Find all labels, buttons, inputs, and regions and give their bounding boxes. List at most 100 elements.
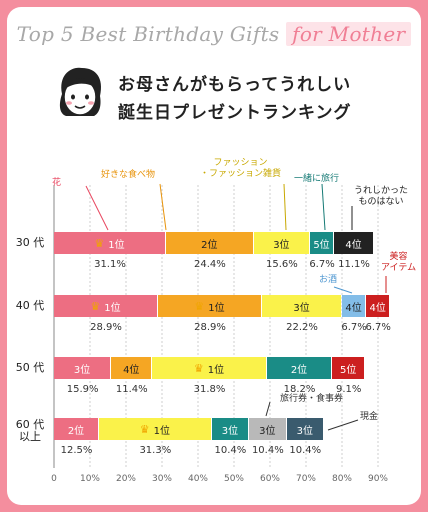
leader-line [265, 401, 271, 417]
percent-label: 31.3% [139, 445, 172, 456]
crown-icon: ♛ [194, 299, 205, 313]
percent-label: 10.4% [214, 445, 247, 456]
leader-line [321, 183, 326, 231]
rank-label: 1位 [153, 425, 170, 437]
bar-segment: ♛ 1位 [54, 295, 158, 317]
title-part2: for Mother [286, 22, 412, 46]
rank-label: 5位 [339, 364, 357, 376]
headline-line2: 誕生日プレゼントランキング [118, 103, 352, 123]
bar-segment: ♛ 1位 [54, 232, 165, 254]
percent-label: 10.4% [251, 445, 284, 456]
rank-label: 4位 [345, 302, 362, 314]
percent-label: 6.7% [365, 322, 391, 333]
leader-line [159, 183, 167, 231]
category-label: 旅行券・食事券 [280, 394, 344, 404]
percent-label: 28.9% [90, 322, 122, 333]
rank-label: 2位 [290, 364, 308, 376]
row-label: 50 代 [15, 361, 45, 374]
category-label: 花 [52, 178, 62, 188]
bar-segment: 3位 [249, 418, 286, 440]
row-label: 30 代 [15, 236, 45, 249]
percent-label: 15.9% [66, 384, 99, 395]
bar-segment: 5位 [332, 357, 365, 379]
bar-segment: 3位 [253, 232, 309, 254]
category-label: 好きな食べ物 [101, 170, 156, 180]
crown-icon: ♛ [90, 299, 101, 313]
rank-label: 1位 [207, 364, 225, 376]
rank-label: 2位 [67, 425, 85, 437]
bar-segment: 3位 [211, 418, 249, 440]
bar-segment: ♛ 1位 [158, 295, 262, 317]
rank-label: 1位 [108, 239, 125, 251]
rank-label: 3位 [273, 239, 290, 251]
rank-label: 4位 [369, 302, 386, 314]
percent-label: 31.1% [94, 259, 126, 270]
leader-line [85, 185, 109, 231]
category-label: 一緒に旅行 [294, 174, 340, 184]
percent-label: 6.7% [309, 259, 335, 270]
rank-label: 3位 [296, 425, 313, 437]
rank-label: 3位 [293, 302, 310, 314]
bar-segment: 4位 [111, 357, 152, 379]
leader-line [327, 419, 359, 431]
percent-label: 9.1% [335, 384, 362, 395]
rank-label: 4位 [123, 364, 140, 376]
percent-label: 31.8% [193, 384, 226, 395]
bar-segment: 3位 [54, 357, 111, 379]
x-tick-label: 70% [295, 474, 316, 484]
x-tick-label: 0 [51, 474, 57, 484]
title-part1: Top 5 Best Birthday Gifts [16, 22, 287, 46]
leader-line [333, 286, 353, 294]
x-tick-label: 20% [115, 474, 136, 484]
bar-segment: 4位 [334, 232, 374, 254]
bar-segment: 2位 [165, 232, 253, 254]
bar-segment: 4位 [342, 295, 366, 317]
bar-segment: 3位 [286, 418, 323, 440]
percent-label: 6.7% [341, 322, 367, 333]
category-label: 美容 アイテム [381, 252, 417, 273]
x-tick-label: 90% [367, 474, 388, 484]
rank-label: 3位 [221, 425, 239, 437]
rank-label: 3位 [73, 364, 91, 376]
percent-label: 12.5% [60, 445, 93, 456]
bar-segment: 2位 [266, 357, 332, 379]
percent-label: 22.2% [286, 322, 318, 333]
page-title: Top 5 Best Birthday Gifts for Mother [0, 22, 428, 50]
percent-label: 11.4% [115, 384, 148, 395]
x-tick-label: 40% [187, 474, 208, 484]
x-tick-label: 10% [79, 474, 100, 484]
bar-segment: ♛ 1位 [99, 418, 211, 440]
rank-label: 3位 [259, 425, 276, 437]
row-label: 60 代以上 [15, 418, 45, 443]
percent-label: 24.4% [193, 259, 226, 270]
category-label: お酒 [319, 275, 338, 285]
rank-label: 1位 [208, 302, 225, 314]
rank-label: 1位 [104, 302, 121, 314]
mother-face-icon [59, 67, 102, 116]
bar-segment: 4位 [366, 295, 390, 317]
percent-label: 15.6% [265, 259, 298, 270]
x-tick-label: 50% [223, 474, 244, 484]
category-label: ファッション ・ファッション雑貨 [200, 158, 282, 179]
crown-icon: ♛ [193, 361, 204, 375]
percent-label: 10.4% [289, 445, 322, 456]
x-tick-label: 30% [151, 474, 172, 484]
rank-label: 5位 [313, 239, 330, 251]
x-tick-label: 60% [259, 474, 280, 484]
bar-segment: 5位 [309, 232, 334, 254]
bar-segment: ♛ 1位 [152, 357, 266, 379]
leader-line [283, 183, 287, 231]
row-label: 40 代 [15, 299, 45, 312]
crown-icon: ♛ [94, 236, 105, 250]
percent-label: 28.9% [194, 322, 226, 333]
rank-label: 2位 [201, 239, 218, 251]
category-label: うれしかった ものはない [354, 186, 409, 207]
headline-line1: お母さんがもらってうれしい [118, 75, 352, 95]
rank-label: 4位 [345, 239, 362, 251]
category-label: 現金 [360, 412, 379, 422]
percent-label: 11.1% [338, 259, 370, 270]
x-tick-label: 80% [331, 474, 352, 484]
bar-segment: 3位 [262, 295, 341, 317]
crown-icon: ♛ [139, 422, 150, 436]
